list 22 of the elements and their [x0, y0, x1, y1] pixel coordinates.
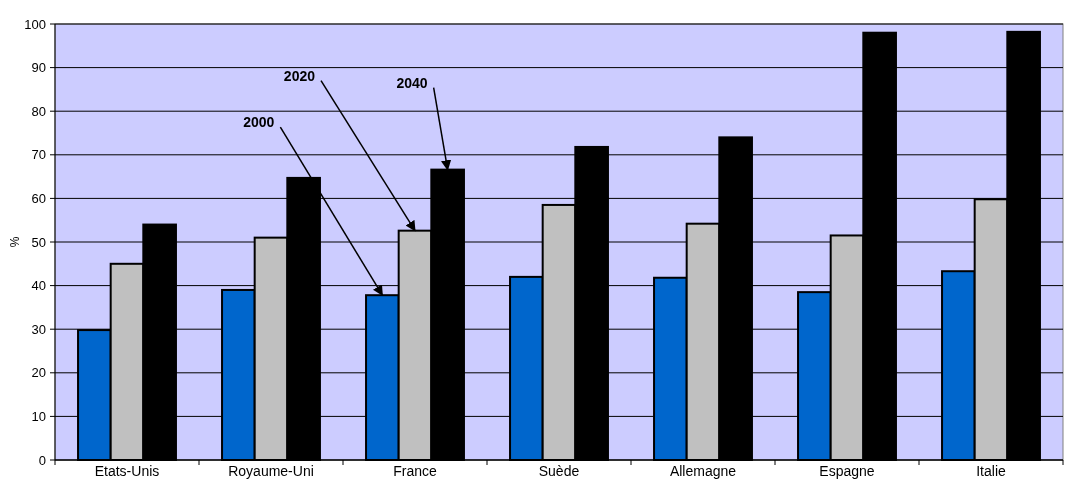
x-tick-label: France	[393, 463, 437, 479]
x-tick-label: Italie	[976, 463, 1006, 479]
x-tick-label: Etats-Unis	[94, 463, 160, 479]
y-tick-label: 0	[38, 452, 46, 468]
y-tick-label: 50	[31, 234, 46, 250]
text: 2000	[243, 114, 275, 131]
y-tick-label: 70	[31, 147, 46, 163]
y-tick-label: 20	[31, 365, 46, 381]
x-tick-label: Suède	[538, 463, 580, 479]
text: 2020	[283, 67, 316, 84]
y-tick-label: 40	[31, 278, 46, 294]
text: 2040	[396, 74, 428, 91]
y-tick-label: 60	[31, 190, 46, 206]
y-axis-title: %	[8, 236, 22, 248]
x-tick-label: Allemagne	[669, 463, 737, 479]
x-tick-label: Espagne	[819, 463, 875, 479]
y-tick-label: 30	[31, 321, 46, 337]
y-tick-label: 90	[31, 60, 46, 76]
y-tick-label: 100	[24, 16, 46, 32]
y-tick-label: 80	[31, 103, 46, 119]
x-tick-label: Royaume-Uni	[228, 463, 314, 479]
y-tick-label: 10	[31, 408, 46, 424]
